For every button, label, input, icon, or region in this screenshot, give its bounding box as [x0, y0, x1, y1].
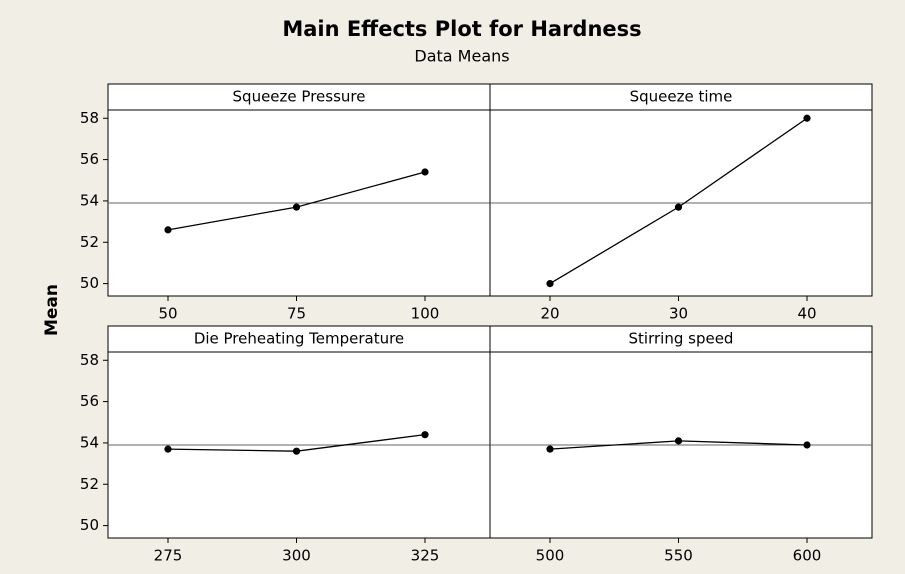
- x-tick-label: 600: [793, 547, 822, 565]
- panel-title: Die Preheating Temperature: [194, 330, 404, 348]
- panel-header: [489, 83, 873, 111]
- panel-title: Squeeze Pressure: [233, 88, 366, 106]
- panel-header: [489, 325, 873, 353]
- data-point: [292, 203, 301, 211]
- y-axis-label: Mean: [42, 284, 62, 336]
- data-point: [546, 280, 554, 288]
- x-tick-label: 500: [536, 547, 565, 565]
- data-point: [164, 226, 172, 234]
- y-tick-label: 54: [80, 433, 99, 451]
- data-point: [803, 114, 811, 122]
- panel-header: [107, 325, 491, 353]
- y-tick-label: 56: [80, 392, 99, 410]
- x-tick-label: 100: [411, 305, 440, 323]
- x-tick-label: 550: [664, 547, 693, 565]
- x-tick-label: 30: [669, 305, 688, 323]
- data-point: [292, 447, 301, 455]
- panel-title: Squeeze time: [630, 88, 733, 106]
- x-tick-label: 275: [154, 547, 183, 565]
- x-tick-label: 50: [158, 305, 177, 323]
- y-tick-label: 56: [80, 150, 99, 168]
- data-point: [421, 431, 429, 439]
- data-point: [546, 445, 554, 453]
- chart-title: Main Effects Plot for Hardness: [282, 17, 641, 41]
- x-tick-label: 300: [282, 547, 311, 565]
- y-tick-label: 58: [80, 109, 99, 127]
- y-tick-label: 52: [80, 475, 99, 493]
- panel-header: [107, 83, 491, 111]
- x-tick-label: 20: [540, 305, 559, 323]
- x-tick-label: 325: [411, 547, 440, 565]
- data-point: [803, 441, 811, 449]
- chart-subtitle: Data Means: [414, 47, 509, 66]
- panel-title: Stirring speed: [629, 330, 734, 348]
- y-tick-label: 58: [80, 351, 99, 369]
- data-point: [674, 437, 683, 445]
- data-point: [421, 168, 429, 176]
- data-point: [674, 203, 683, 211]
- x-tick-label: 75: [287, 305, 306, 323]
- y-tick-label: 50: [80, 516, 99, 534]
- y-tick-label: 52: [80, 233, 99, 251]
- data-point: [164, 445, 172, 453]
- y-tick-label: 50: [80, 274, 99, 292]
- y-tick-label: 54: [80, 191, 99, 209]
- x-tick-label: 40: [797, 305, 816, 323]
